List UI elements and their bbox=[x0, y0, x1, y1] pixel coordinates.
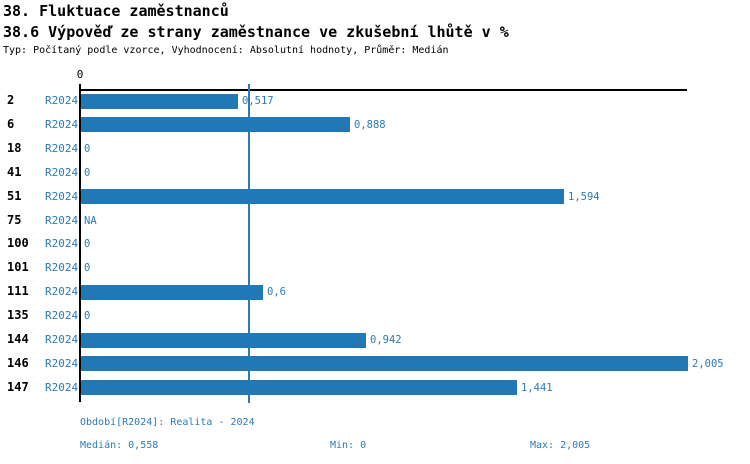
row-label: 101 bbox=[7, 260, 29, 275]
period-label: R2024 bbox=[45, 213, 79, 227]
value-label: 1,441 bbox=[521, 381, 553, 394]
period-label: R2024 bbox=[45, 309, 79, 323]
period-label: R2024 bbox=[45, 356, 79, 370]
row-label: 147 bbox=[7, 379, 29, 394]
value-label: 0 bbox=[84, 142, 91, 155]
page-title: 38. Fluktuace zaměstnanců bbox=[3, 2, 229, 20]
value-label: 0 bbox=[84, 166, 91, 179]
row-label: 146 bbox=[7, 355, 29, 370]
bar bbox=[81, 284, 263, 300]
value-label: 0 bbox=[84, 238, 91, 251]
period-label: R2024 bbox=[45, 189, 79, 203]
footer-max: Max: 2,005 bbox=[530, 440, 591, 451]
period-label: R2024 bbox=[45, 165, 79, 179]
row-label: 144 bbox=[7, 332, 29, 346]
row-label: 100 bbox=[7, 236, 29, 251]
row-label: 2 bbox=[7, 93, 15, 107]
period-label: R2024 bbox=[45, 141, 79, 155]
value-label: 0 bbox=[84, 262, 91, 275]
row-label: 6 bbox=[7, 116, 15, 131]
x-axis-line bbox=[80, 89, 687, 91]
value-label: 2,005 bbox=[692, 357, 724, 370]
value-label: 1,594 bbox=[568, 190, 600, 203]
value-label: 0,888 bbox=[354, 118, 386, 131]
value-label: 0,517 bbox=[242, 95, 274, 107]
row-label: 51 bbox=[7, 188, 22, 203]
median-line bbox=[248, 84, 250, 403]
row-label: 135 bbox=[7, 308, 29, 323]
row-label: 75 bbox=[7, 212, 22, 227]
y-axis-line bbox=[79, 84, 81, 402]
period-label: R2024 bbox=[45, 261, 79, 275]
period-label: R2024 bbox=[45, 117, 79, 131]
footer-period: Období[R2024]: Realita - 2024 bbox=[80, 417, 255, 428]
period-label: R2024 bbox=[45, 333, 79, 346]
bar bbox=[81, 189, 564, 205]
period-label: R2024 bbox=[45, 380, 79, 394]
value-label: NA bbox=[84, 214, 97, 227]
axis-zero-label: 0 bbox=[76, 68, 84, 81]
period-label: R2024 bbox=[45, 237, 79, 251]
period-label: R2024 bbox=[45, 285, 79, 299]
value-label: 0 bbox=[84, 310, 91, 323]
row-label: 111 bbox=[7, 284, 29, 299]
bar bbox=[81, 117, 350, 133]
bar bbox=[81, 93, 238, 109]
value-label: 0,942 bbox=[370, 334, 402, 346]
row-label: 18 bbox=[7, 140, 22, 155]
row-label: 41 bbox=[7, 164, 22, 179]
footer-median: Medián: 0,558 bbox=[80, 440, 159, 451]
value-label: 0,6 bbox=[267, 286, 286, 299]
bar bbox=[81, 380, 517, 396]
chart-subtitle: 38.6 Výpověď ze strany zaměstnance ve zk… bbox=[3, 23, 509, 41]
bar bbox=[81, 332, 366, 348]
period-label: R2024 bbox=[45, 94, 79, 107]
bar bbox=[81, 356, 688, 372]
chart-meta: Typ: Počítaný podle vzorce, Vyhodnocení:… bbox=[3, 45, 449, 56]
footer-min: Min: 0 bbox=[330, 440, 367, 451]
